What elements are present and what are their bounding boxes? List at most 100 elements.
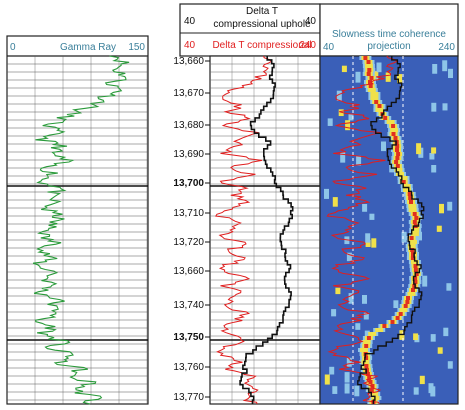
stc-coherence-patch [329, 366, 335, 375]
stc-ridge-cell [370, 96, 379, 100]
stc-ridge-cell [401, 180, 406, 184]
stc-coherence-patch [373, 70, 379, 81]
stc-ridge-cell [410, 260, 419, 264]
stc-ridge-cell [367, 88, 376, 92]
stc-coherence-patch [431, 165, 437, 173]
stc-ridge-cell [412, 284, 417, 288]
stc-ridge-cell [413, 264, 418, 268]
compressional-scale-min: 40 [184, 40, 196, 51]
stc-title-line2: projection [367, 41, 410, 52]
stc-ridge-cell [365, 372, 370, 376]
stc-ridge-cell [368, 80, 372, 84]
stc-ridge-cell [370, 392, 379, 396]
stc-coherence-patch [369, 213, 375, 220]
gamma-ray-curve [32, 55, 130, 405]
stc-coherence-patch [437, 347, 443, 354]
stc-coherence-patch [416, 143, 422, 155]
gamma-scale-min: 0 [10, 42, 16, 53]
stc-ridge-cell [364, 344, 369, 348]
depth-label: 13,700 [173, 178, 204, 189]
stc-coherence-patch [355, 323, 361, 330]
stc-coherence-patch [442, 103, 448, 111]
stc-ridge-cell [405, 300, 410, 304]
stc-ridge-cell [394, 160, 399, 164]
stc-ridge-cell [408, 196, 413, 200]
stc-ridge-cell [412, 212, 417, 216]
stc-coherence-patch [332, 386, 338, 394]
stc-ridge-cell [408, 204, 417, 208]
depth-label: 13,770 [173, 392, 204, 403]
stc-coherence-patch [356, 155, 362, 166]
stc-coherence-patch [344, 383, 350, 394]
stc-ridge-cell [409, 240, 417, 244]
stc-coherence-patch [422, 275, 428, 287]
stc-coherence-patch [348, 114, 354, 121]
stc-coherence-patch [371, 238, 377, 248]
gamma-title: Gamma Ray [60, 42, 116, 53]
depth-label: 13,680 [173, 120, 204, 131]
uphole-title-line1: Delta T [246, 6, 278, 17]
delta-t-uphole-curve [239, 56, 294, 404]
stc-ridge-cell [370, 92, 379, 96]
uphole-scale-max: 40 [305, 16, 317, 27]
stc-coherence-patch [341, 65, 347, 73]
stc-ridge-cell [414, 272, 419, 276]
stc-coherence-patch [393, 300, 399, 309]
stc-ridge-cell [409, 200, 413, 204]
stc-coherence-patch [348, 293, 354, 304]
stc-ridge-cell [383, 116, 388, 120]
stc-ridge-cell [368, 380, 373, 384]
stc-scale-min: 40 [323, 42, 335, 53]
stc-uphole-overlay [357, 56, 425, 404]
stc-coherence-patch [365, 240, 371, 247]
stc-ridge-cell [398, 312, 403, 316]
stc-coherence-patch [362, 204, 368, 212]
depth-label: 13,740 [173, 300, 204, 311]
stc-ridge-cell [391, 132, 396, 136]
compressional-title: Delta T compressional [212, 40, 311, 51]
depth-label: 13,660 [173, 56, 204, 67]
stc-ridge-cell [413, 280, 418, 284]
stc-coherence-patch [332, 197, 338, 207]
gamma-scale-max: 150 [128, 42, 145, 53]
stc-ridge-cell [413, 276, 418, 280]
stc-ridge-cell [364, 64, 373, 68]
stc-coherence-patch [363, 312, 369, 320]
stc-coherence-patch [432, 64, 438, 74]
stc-coherence-patch [340, 152, 346, 163]
stc-coherence-patch [446, 283, 452, 291]
depth-label: 13,710 [173, 208, 204, 219]
stc-coherence-patch [324, 188, 329, 199]
stc-coherence-patch [345, 120, 351, 131]
stc-ridge-cell [366, 60, 371, 64]
stc-coherence-patch [324, 374, 330, 385]
stc-ridge-cell [390, 128, 399, 132]
stc-ridge-cell [408, 208, 417, 212]
stc-ridge-cell [407, 292, 416, 296]
stc-coherence-patch [419, 375, 425, 385]
stc-ridge-cell [393, 136, 398, 140]
stc-ridge-cell [413, 268, 418, 272]
stc-coherence-patch [401, 231, 407, 243]
stc-ridge-cell [366, 72, 371, 76]
stc-ridge-cell [374, 100, 379, 104]
gamma-ray-track: 0 Gamma Ray 150 [6, 35, 149, 405]
stc-ridge-cell [360, 348, 368, 352]
stc-coherence-patch [381, 141, 386, 152]
stc-ridge-cell [366, 336, 371, 340]
stc-ridge-cell [364, 356, 369, 360]
stc-ridge-cell [407, 192, 412, 196]
stc-coherence-patch [417, 231, 422, 241]
stc-coherence-patch [429, 153, 435, 160]
stc-coherence-patch [397, 74, 403, 83]
stc-coherence-patch [431, 102, 437, 112]
stc-ridge-cell [410, 256, 415, 260]
stc-coherence-patch [327, 118, 333, 126]
stc-ridge-cell [410, 232, 419, 236]
stc-compressional-overlay [326, 55, 399, 405]
stc-ridge-cell [412, 220, 417, 224]
stc-ridge-cell [396, 152, 401, 156]
